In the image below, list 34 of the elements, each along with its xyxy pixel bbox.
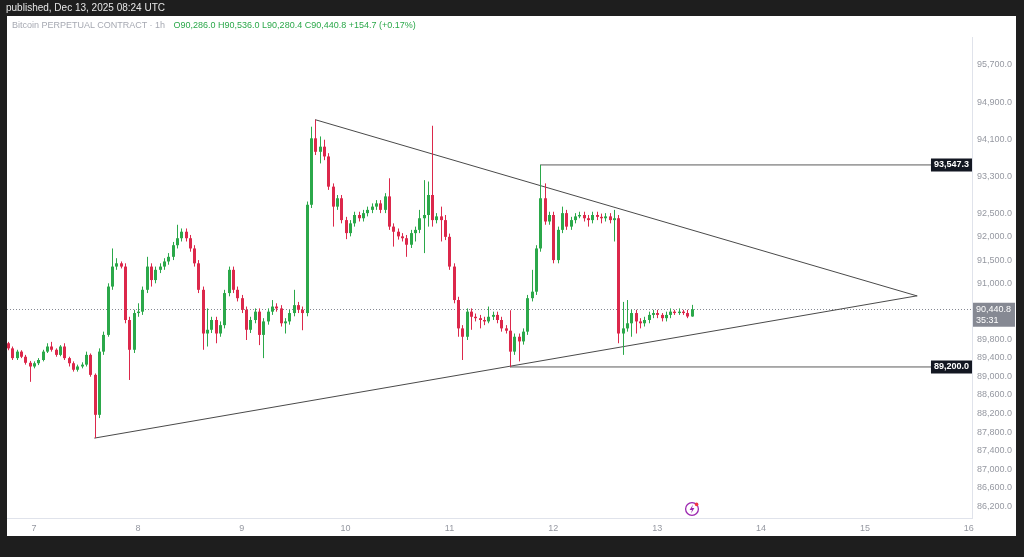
y-tick-label: 89,000.0 [977, 370, 1013, 381]
y-tick-label: 89,800.0 [977, 333, 1013, 344]
text: published, Dec 13, 2025 08:24 UTC [6, 1, 165, 13]
y-tick-label: 94,100.0 [977, 133, 1013, 144]
y-tick-label: 92,000.0 [977, 231, 1013, 242]
y-tick-label: 92,500.0 [977, 208, 1013, 219]
x-tick-label: 14 [756, 522, 767, 533]
x-tick-label: 13 [652, 522, 663, 533]
data-label: 93,547.3 [933, 159, 970, 170]
y-tick-label: 86,600.0 [977, 482, 1013, 493]
chart-title: Bitcoin PERPETUAL CONTRACT · 1h [12, 20, 166, 31]
x-tick-label: 15 [859, 522, 870, 533]
x-tick-label: 16 [963, 522, 974, 533]
ref-line-label: 90,440.8 35:31 [976, 303, 1012, 325]
y-tick-label: 91,000.0 [977, 277, 1013, 288]
x-tick-label: 11 [444, 522, 455, 533]
y-tick-label: 87,400.0 [977, 445, 1013, 456]
y-tick-label: 86,200.0 [977, 500, 1013, 511]
y-tick-label: 94,900.0 [977, 96, 1013, 107]
x-tick-label: 9 [239, 522, 245, 533]
chart-subtitle: O90,286.0 H90,536.0 L90,280.4 C90,440.8 +154.7 (+0.17%) [173, 20, 416, 31]
x-tick-label: 8 [135, 522, 141, 533]
y-tick-label: 89,400.0 [977, 352, 1013, 363]
y-tick-label: 88,600.0 [977, 389, 1013, 400]
data-label: 89,200.0 [933, 361, 970, 372]
y-tick-label: 91,500.0 [977, 254, 1013, 265]
y-tick-label: 88,200.0 [977, 407, 1013, 418]
y-tick-label: 87,000.0 [977, 463, 1013, 474]
x-tick-label: 7 [31, 522, 37, 533]
x-tick-label: 10 [340, 522, 351, 533]
y-tick-label: 93,300.0 [977, 170, 1013, 181]
y-tick-label: 95,700.0 [977, 59, 1013, 70]
y-tick-label: 87,800.0 [977, 426, 1013, 437]
x-tick-label: 12 [548, 522, 559, 533]
